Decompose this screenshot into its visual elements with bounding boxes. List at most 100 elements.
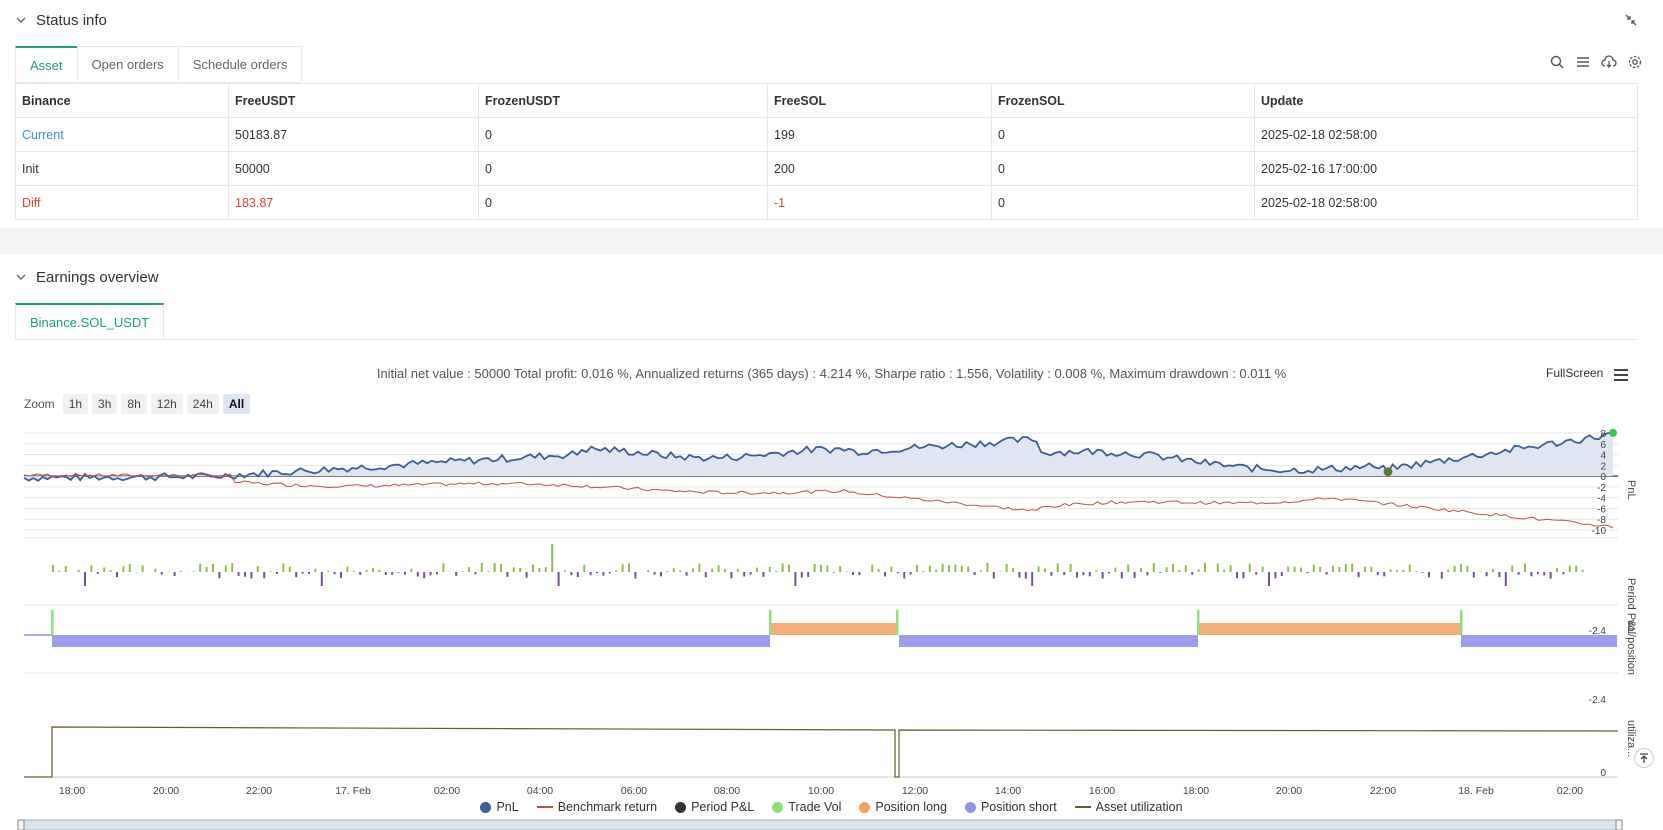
tab-asset[interactable]: Asset	[15, 46, 78, 82]
period-bar	[1024, 572, 1027, 579]
period-bar	[352, 570, 355, 572]
legend-item[interactable]: Asset utilization	[1074, 800, 1183, 814]
period-bar	[96, 572, 99, 575]
row-label-current[interactable]: Current	[15, 117, 229, 152]
x-tick-label: 22:00	[246, 785, 272, 797]
legend-label: Position long	[875, 800, 947, 814]
period-bar	[436, 572, 438, 575]
period-pnl-series	[52, 544, 1584, 586]
period-bar	[903, 572, 906, 579]
chevron-down-icon[interactable]	[14, 270, 28, 284]
y-axis-title: PnL	[1625, 480, 1637, 500]
period-bar	[813, 563, 816, 572]
period-bar	[832, 572, 835, 573]
period-bar	[781, 563, 784, 572]
y-tick-label: -2	[1597, 483, 1606, 494]
legend-item[interactable]: Period P&L	[675, 800, 754, 814]
status-info-header[interactable]: Status info	[0, 0, 1663, 40]
period-bar	[1140, 568, 1142, 572]
trade-vol-bar	[51, 610, 54, 635]
zoom-8h-button[interactable]: 8h	[121, 394, 147, 414]
period-bar	[1466, 565, 1469, 572]
x-tick-label: 08:00	[714, 785, 740, 797]
x-tick-label: 04:00	[527, 785, 553, 797]
period-bar	[941, 563, 944, 572]
collapse-icon[interactable]	[1624, 13, 1638, 27]
period-bar	[794, 572, 797, 586]
period-bar	[1453, 565, 1456, 572]
table-cell: 2025-02-18 02:58:00	[1254, 185, 1638, 220]
table-row: Diff 183.87 0 -1 0 2025-02-18 02:58:00	[15, 185, 1638, 220]
period-bar	[269, 571, 272, 572]
legend-item[interactable]: Benchmark return	[536, 800, 658, 814]
x-tick-label: 22:00	[1370, 785, 1396, 797]
period-bar	[1300, 567, 1302, 572]
tab-open-orders[interactable]: Open orders	[76, 46, 179, 82]
period-bar	[1191, 572, 1194, 575]
period-bar	[365, 570, 368, 572]
y-axis-title: Period P&L	[1625, 578, 1637, 634]
legend-item[interactable]: Position short	[964, 800, 1057, 814]
scroll-top-icon[interactable]	[1634, 748, 1654, 768]
period-bar	[1274, 572, 1277, 579]
zoom-all-button[interactable]: All	[222, 394, 251, 414]
menu-icon[interactable]	[1612, 367, 1630, 383]
period-bar	[628, 563, 630, 572]
legend-label: Asset utilization	[1095, 800, 1183, 814]
gear-icon[interactable]	[1627, 54, 1643, 70]
period-bar	[954, 564, 957, 572]
period-bar	[180, 570, 182, 572]
chevron-down-icon[interactable]	[14, 13, 28, 27]
period-bar	[474, 572, 477, 575]
tab-symbol[interactable]: Binance.SOL_USDT	[15, 303, 165, 339]
trade-vol-bar	[896, 610, 899, 635]
period-bar	[967, 566, 970, 572]
period-bar	[1364, 566, 1366, 572]
period-bar	[730, 572, 733, 579]
period-bar	[704, 572, 707, 578]
y-tick-label: -2.4	[1589, 695, 1607, 706]
asset-utilization-series	[24, 726, 1619, 778]
period-bar	[1108, 572, 1110, 574]
period-bar	[1351, 563, 1354, 572]
period-bar	[724, 569, 726, 572]
list-icon[interactable]	[1575, 54, 1591, 70]
period-bar	[935, 569, 938, 572]
period-bar	[1344, 564, 1347, 572]
period-bar	[1063, 572, 1066, 575]
chart-navigator[interactable]	[17, 819, 1623, 830]
period-bar	[743, 572, 746, 577]
navigator-handle	[1615, 819, 1623, 830]
period-bar	[608, 572, 611, 574]
period-bar	[807, 572, 810, 578]
legend-item[interactable]: PnL	[480, 800, 519, 814]
period-bar	[1088, 572, 1091, 577]
legend-item[interactable]: Position long	[859, 800, 947, 814]
period-bar	[532, 564, 534, 572]
period-bar	[282, 563, 285, 572]
tab-schedule-orders[interactable]: Schedule orders	[177, 46, 303, 82]
period-bar	[308, 572, 310, 575]
period-bar	[896, 572, 899, 574]
earnings-header[interactable]: Earnings overview	[0, 257, 1663, 297]
cloud-download-icon[interactable]	[1601, 54, 1617, 70]
period-bar	[1556, 567, 1558, 572]
pnl-series	[23, 428, 1617, 482]
zoom-24h-button[interactable]: 24h	[186, 394, 219, 414]
zoom-3h-button[interactable]: 3h	[92, 394, 118, 414]
period-bar	[1159, 572, 1162, 573]
period-bar	[1152, 563, 1155, 572]
table-cell: 0	[991, 117, 1255, 152]
zoom-12h-button[interactable]: 12h	[150, 394, 183, 414]
period-bar	[884, 572, 886, 577]
legend-label: Benchmark return	[557, 800, 658, 814]
fullscreen-button[interactable]: FullScreen	[1546, 366, 1604, 380]
legend-item[interactable]: Trade Vol	[772, 800, 841, 814]
period-bar	[397, 572, 400, 573]
chart-legend: PnL Benchmark return Period P&L Trade Vo…	[0, 800, 1663, 814]
table-cell: 0	[478, 117, 768, 152]
y-tick-label: -8	[1597, 515, 1606, 526]
search-icon[interactable]	[1549, 54, 1565, 70]
position-long-bar	[1198, 623, 1461, 635]
zoom-1h-button[interactable]: 1h	[62, 394, 89, 414]
